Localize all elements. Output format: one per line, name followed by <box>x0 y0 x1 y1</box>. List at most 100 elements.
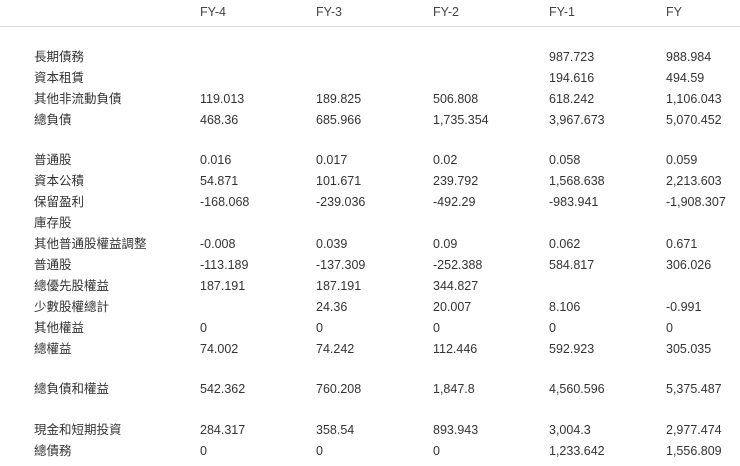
cell-fy-3: 0.017 <box>316 153 348 167</box>
cell-fy-4: 0 <box>200 321 207 335</box>
cell-fy-2: 506.808 <box>433 92 479 106</box>
cell-fy: 2,977.474 <box>666 423 722 437</box>
cell-fy: 305.035 <box>666 342 712 356</box>
cell-fy-3: 187.191 <box>316 279 362 293</box>
cell-fy-1: 3,967.673 <box>549 113 605 127</box>
table-row: 其他權益 0 0 0 0 0 <box>0 318 740 339</box>
cell-fy: 0.059 <box>666 153 698 167</box>
cell-fy-3: 0.039 <box>316 237 348 251</box>
cell-fy-1: 4,560.596 <box>549 382 605 396</box>
cell-fy-1: 618.242 <box>549 92 595 106</box>
cell-fy-1: 0.058 <box>549 153 581 167</box>
cell-fy: 0 <box>666 321 673 335</box>
cell-fy-4: 54.871 <box>200 174 239 188</box>
row-label: 普通股 <box>34 258 72 272</box>
cell-fy-3: 760.208 <box>316 382 362 396</box>
cell-fy-2: 112.446 <box>433 342 478 356</box>
cell-fy-3: 101.671 <box>316 174 362 188</box>
cell-fy: 1,556.809 <box>666 444 722 458</box>
cell-fy-1: 0.062 <box>549 237 581 251</box>
cell-fy-4: 187.191 <box>200 279 246 293</box>
column-header-fy-2: FY-2 <box>433 5 459 19</box>
cell-fy-2: 0 <box>433 321 440 335</box>
cell-fy-4: -113.189 <box>200 258 249 272</box>
cell-fy-3: -137.309 <box>316 258 366 272</box>
row-label: 普通股 <box>34 153 72 167</box>
row-label: 總債務 <box>34 444 72 458</box>
row-label: 資本公積 <box>34 174 85 188</box>
table-row: 少數股權總計 24.36 20.007 8.106 -0.991 <box>0 297 740 318</box>
cell-fy-2: 893.943 <box>433 423 479 437</box>
cell-fy-3: 74.242 <box>316 342 355 356</box>
cell-fy-2: 0.09 <box>433 237 458 251</box>
cell-fy-1: 1,568.638 <box>549 174 605 188</box>
cell-fy-4: 74.002 <box>200 342 239 356</box>
row-label: 總負債 <box>34 113 72 127</box>
row-label: 庫存股 <box>34 216 72 230</box>
cell-fy-4: 468.36 <box>200 113 239 127</box>
cell-fy-2: -252.388 <box>433 258 483 272</box>
cell-fy-1: 0 <box>549 321 556 335</box>
cell-fy-1: 8.106 <box>549 300 581 314</box>
row-label: 其他普通股權益調整 <box>34 237 147 251</box>
cell-fy-4: 542.362 <box>200 382 246 396</box>
cell-fy-3: 685.966 <box>316 113 362 127</box>
cell-fy-3: 0 <box>316 444 323 458</box>
table-row: 普通股 0.016 0.017 0.02 0.058 0.059 <box>0 150 740 171</box>
table-row: 總債務 0 0 0 1,233.642 1,556.809 <box>0 441 740 462</box>
cell-fy: 1,106.043 <box>666 92 722 106</box>
row-label: 總負債和權益 <box>34 382 110 396</box>
cell-fy: 5,375.487 <box>666 382 722 396</box>
cell-fy-2: 1,735.354 <box>433 113 489 127</box>
table-row: 現金和短期投資 284.317 358.54 893.943 3,004.3 2… <box>0 420 740 441</box>
cell-fy-1: 3,004.3 <box>549 423 591 437</box>
cell-fy-1: -983.941 <box>549 195 599 209</box>
cell-fy: 494.59 <box>666 71 705 85</box>
table-header: FY-4 FY-3 FY-2 FY-1 FY <box>0 0 740 27</box>
table-row: 其他普通股權益調整 -0.008 0.039 0.09 0.062 0.671 <box>0 234 740 255</box>
table-row: 資本公積 54.871 101.671 239.792 1,568.638 2,… <box>0 171 740 192</box>
cell-fy-1: 592.923 <box>549 342 595 356</box>
column-header-fy-1: FY-1 <box>549 5 575 19</box>
cell-fy-2: 239.792 <box>433 174 479 188</box>
cell-fy: 306.026 <box>666 258 712 272</box>
cell-fy-2: 0.02 <box>433 153 458 167</box>
column-header-fy-4: FY-4 <box>200 5 226 19</box>
cell-fy: -1,908.307 <box>666 195 726 209</box>
cell-fy-3: 189.825 <box>316 92 362 106</box>
cell-fy-4: 284.317 <box>200 423 246 437</box>
cell-fy-1: 194.616 <box>549 71 595 85</box>
cell-fy-4: 119.013 <box>200 92 245 106</box>
table-row: 其他非流動負債 119.013 189.825 506.808 618.242 … <box>0 89 740 110</box>
cell-fy-2: 20.007 <box>433 300 472 314</box>
cell-fy-4: -0.008 <box>200 237 236 251</box>
cell-fy-3: -239.036 <box>316 195 366 209</box>
table-row: 庫存股 <box>0 213 740 234</box>
row-label: 其他非流動負債 <box>34 92 122 106</box>
table-row: 總權益 74.002 74.242 112.446 592.923 305.03… <box>0 339 740 360</box>
cell-fy-1: 987.723 <box>549 50 595 64</box>
cell-fy: -0.991 <box>666 300 702 314</box>
cell-fy-4: 0.016 <box>200 153 232 167</box>
table-row: 總負債和權益 542.362 760.208 1,847.8 4,560.596… <box>0 379 740 400</box>
table-row: 普通股 -113.189 -137.309 -252.388 584.817 3… <box>0 255 740 276</box>
cell-fy-2: -492.29 <box>433 195 476 209</box>
row-label: 總優先股權益 <box>34 279 110 293</box>
row-label: 保留盈利 <box>34 195 85 209</box>
cell-fy-1: 1,233.642 <box>549 444 605 458</box>
row-label: 其他權益 <box>34 321 85 335</box>
cell-fy-2: 1,847.8 <box>433 382 475 396</box>
row-label: 總權益 <box>34 342 72 356</box>
column-header-fy-3: FY-3 <box>316 5 342 19</box>
cell-fy-4: 0 <box>200 444 207 458</box>
row-label: 資本租賃 <box>34 71 85 85</box>
cell-fy-3: 358.54 <box>316 423 355 437</box>
table-row: 總優先股權益 187.191 187.191 344.827 <box>0 276 740 297</box>
cell-fy-1: 584.817 <box>549 258 595 272</box>
row-label: 少數股權總計 <box>34 300 110 314</box>
cell-fy: 0.671 <box>666 237 698 251</box>
table-row: 資本租賃 194.616 494.59 <box>0 68 740 89</box>
cell-fy: 2,213.603 <box>666 174 722 188</box>
cell-fy-3: 0 <box>316 321 323 335</box>
cell-fy: 988.984 <box>666 50 712 64</box>
